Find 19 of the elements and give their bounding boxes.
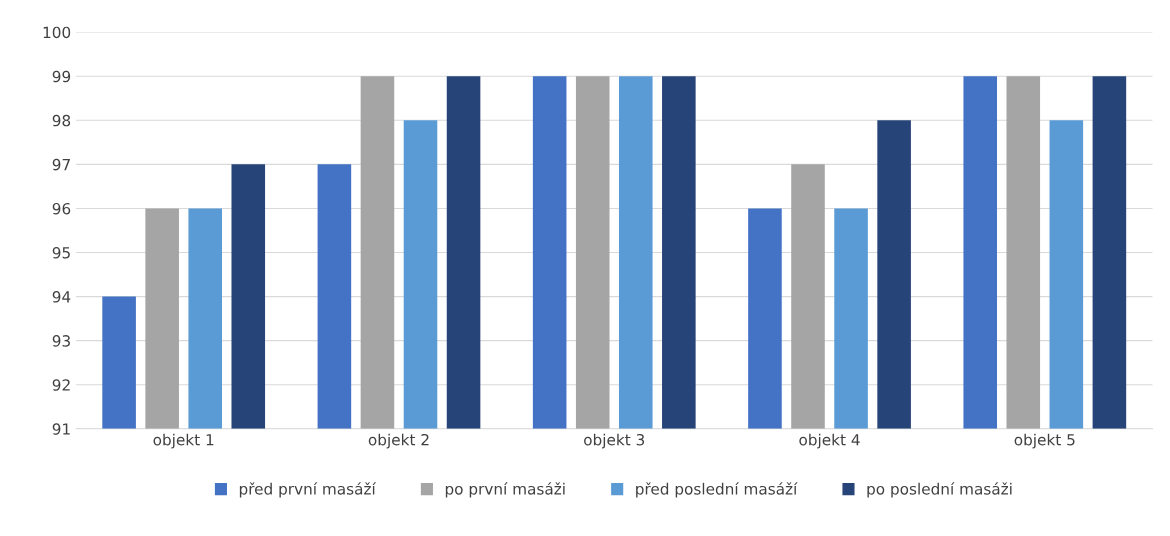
y-tick-label: 93	[52, 335, 70, 347]
y-tick-label: 92	[52, 379, 70, 391]
y-tick-label: 96	[52, 202, 71, 215]
y-tick-label: 100	[43, 26, 71, 39]
x-tick-label: objekt 5	[1014, 433, 1075, 449]
legend-label: po poslední masáži	[867, 482, 1012, 498]
y-tick-label: 91	[52, 423, 70, 435]
y-tick-label: 98	[52, 114, 71, 127]
y-tick-label: 95	[52, 246, 70, 259]
legend-label: po první masáži	[445, 482, 565, 498]
y-tick-label: 97	[52, 158, 70, 171]
legend-label: před poslední masáží	[636, 482, 798, 498]
x-tick-label: objekt 1	[153, 433, 214, 449]
x-tick-label: objekt 2	[368, 433, 429, 449]
x-tick-label: objekt 3	[584, 433, 645, 449]
legend-label: před první masáží	[239, 482, 377, 498]
y-tick-label: 99	[52, 70, 71, 83]
y-tick-label: 94	[52, 291, 71, 303]
x-tick-label: objekt 4	[799, 433, 860, 449]
